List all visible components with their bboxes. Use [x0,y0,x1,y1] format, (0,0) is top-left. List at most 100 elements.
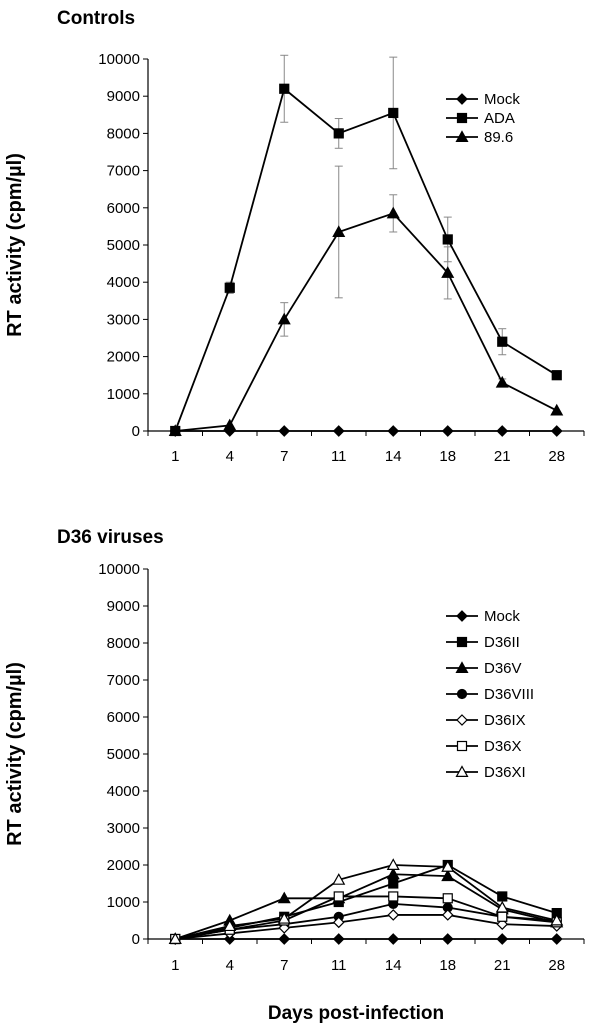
d36-d36x-line [175,895,557,940]
d36-y-tick-label: 3000 [107,820,140,837]
controls-legend-marker-89-6 [455,130,469,142]
d36-legend-marker-d36v [455,661,469,674]
d36-x-axis-label: Days post-infection [268,1003,444,1024]
d36-legend-marker-d36viii [456,688,468,700]
d36-mock-point [387,933,400,945]
controls-89-6-point [441,266,455,278]
d36-mock-point [550,933,563,945]
controls-89-6-point [277,312,291,325]
d36-x-tick-label: 14 [385,957,402,974]
d36-x-tick-label: 18 [439,957,456,974]
controls-ada-point [333,128,344,139]
d36-d36v-point [386,867,400,880]
d36-y-tick-label: 9000 [107,598,140,615]
controls-x-tick-label: 14 [385,448,402,465]
d36-d36xi-point [550,913,564,926]
d36-y-axis-label: RT activity (cpm/µl) [4,662,26,846]
controls-x-tick-label: 7 [280,448,288,465]
d36-legend-marker-mock [456,610,468,622]
d36-y-tick-label: 0 [132,931,140,948]
controls-panel-title: Controls [57,8,135,29]
controls-89-6-point [223,418,237,431]
d36-x-tick-label: 28 [548,957,565,974]
d36-d36ii-point [497,891,508,902]
controls-mock-point [332,425,345,437]
d36-d36xi-point [332,873,346,885]
d36-y-tick-label: 6000 [107,709,140,726]
d36-y-tick-label: 5000 [107,746,140,763]
d36-x-tick-label: 21 [494,957,511,974]
d36-d36ix-line [175,914,557,940]
controls-y-tick-label: 0 [132,423,140,440]
controls-ada-point [224,282,235,293]
d36-y-tick-label: 7000 [107,672,140,689]
d36-d36xi-point [495,900,509,913]
controls-89-6-point [332,225,346,237]
d36-legend-label-d36ii: D36II [484,634,520,651]
d36-d36x-point [388,891,399,902]
d36-y-tick-label: 2000 [107,857,140,874]
d36-d36v-point [441,869,455,882]
controls-x-tick-label: 18 [439,448,456,465]
controls-y-tick-label: 1000 [107,386,140,403]
d36-d36x-point [333,891,344,902]
d36-y-tick-label: 10000 [98,561,140,578]
controls-y-tick-label: 8000 [107,125,140,142]
d36-legend-label-mock: Mock [484,608,520,625]
d36-d36x-point [497,911,508,922]
controls-mock-point [387,425,400,437]
d36-legend: Mock D36II D36V D36VIII D36IX D36X D36XI [446,608,534,781]
controls-y-tick-label: 7000 [107,163,140,180]
controls-y-tick-label: 2000 [107,349,140,366]
controls-y-tick-label: 10000 [98,51,140,68]
controls-y-tick-label: 9000 [107,88,140,105]
controls-legend: Mock ADA 89.6 [446,91,520,146]
d36-x-tick-label: 4 [226,957,234,974]
controls-mock-point [550,425,563,437]
controls-89-6-point [550,403,564,416]
controls-mock-point [496,425,509,437]
d36-d36xi-point [223,919,237,932]
d36-legend-label-d36x: D36X [484,738,522,755]
controls-x-tick-label: 28 [548,448,565,465]
d36-legend-label-d36v: D36V [484,660,522,677]
d36-x-tick-label: 7 [280,957,288,974]
controls-89-6-point [386,206,400,219]
controls-x-tick-label: 1 [171,448,179,465]
d36-panel-title: D36 viruses [57,527,164,548]
d36-d36ii-point [388,878,399,889]
controls-mock-point [441,425,454,437]
d36-legend-marker-d36ix [456,714,468,726]
controls-89-6-point [495,375,509,388]
d36-y-tick-label: 8000 [107,635,140,652]
controls-legend-label-ada: ADA [484,110,515,127]
d36-d36ix-point [332,916,345,929]
controls-legend-label-89-6: 89.6 [484,129,513,146]
d36-legend-label-d36xi: D36XI [484,764,526,781]
controls-ada-point [442,234,453,245]
d36-d36ix-point [387,909,400,921]
controls-ada-point [279,83,290,94]
controls-ada-line [174,87,558,432]
controls-legend-label-mock: Mock [484,91,520,108]
d36-legend-marker-d36xi [455,765,469,778]
controls-y-tick-label: 3000 [107,311,140,328]
d36-y-tick-label: 1000 [107,894,140,911]
d36-y-tick-label: 4000 [107,783,140,800]
controls-x-tick-label: 4 [226,448,234,465]
d36-d36xi-line [175,864,557,940]
controls-mock-point [278,425,291,437]
controls-y-tick-label: 4000 [107,274,140,291]
controls-y-tick-label: 5000 [107,237,140,254]
controls-legend-marker-ada [456,112,468,124]
controls-plot-area: 0 1000 2000 3000 4000 5000 6000 7000 8000 9000 100… [98,51,585,465]
controls-ada-point [497,336,508,347]
controls-x-tick-label: 21 [494,448,511,465]
controls-89-6-point [168,424,182,436]
controls-89-6-line [175,212,558,432]
d36-legend-label-d36ix: D36IX [484,712,526,729]
d36-legend-label-d36viii: D36VIII [484,686,534,703]
d36-mock-point [496,933,509,945]
d36-mock-point [332,933,345,945]
